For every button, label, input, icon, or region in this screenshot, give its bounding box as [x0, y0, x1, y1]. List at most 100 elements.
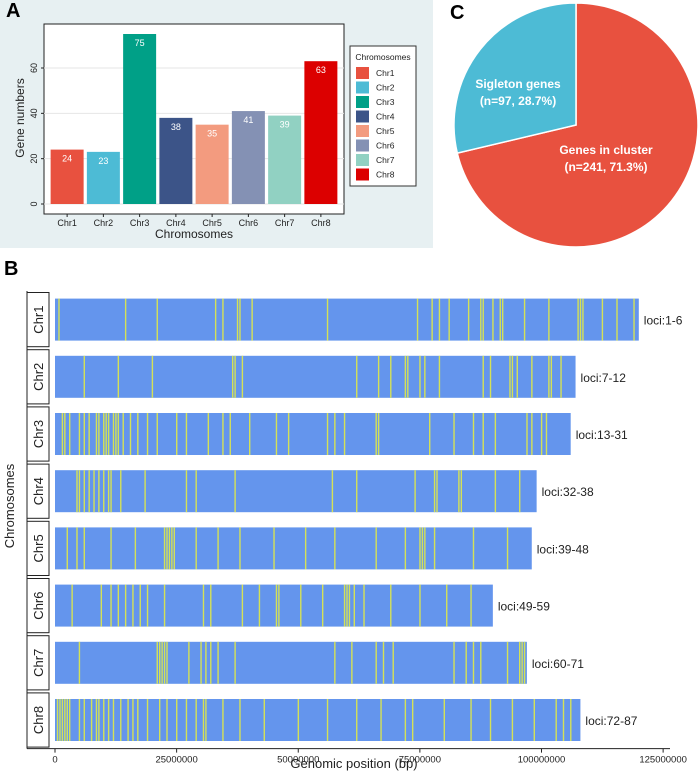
gene-mark [105, 413, 107, 455]
gene-mark [273, 527, 275, 570]
gene-mark [151, 355, 154, 398]
gene-mark [550, 355, 553, 398]
gene-mark [545, 413, 548, 455]
gene-mark [433, 527, 436, 570]
gene-mark [404, 355, 407, 398]
pie-labels: Genes in cluster (n=241, 71.3%) Sigleton g… [475, 77, 653, 174]
chromosome-bar-chr3 [55, 413, 571, 455]
gene-mark [472, 413, 475, 455]
gene-mark [343, 413, 346, 455]
gene-mark [472, 641, 475, 684]
gene-mark [458, 470, 460, 513]
gene-mark [163, 527, 166, 570]
bar-legend-label: Chr7 [376, 155, 395, 165]
gene-mark [229, 413, 231, 455]
gene-mark [107, 699, 110, 741]
gene-mark [470, 584, 472, 627]
gene-mark [275, 413, 278, 455]
gene-mark [494, 413, 497, 455]
gene-mark [146, 584, 149, 627]
gene-mark [78, 641, 81, 684]
bar-legend-label: Chr1 [376, 68, 395, 78]
gene-mark [205, 699, 207, 741]
gene-mark [448, 298, 450, 341]
gene-mark [304, 527, 307, 570]
gene-mark [548, 355, 550, 398]
chromosome-loci-label: loci:60-71 [532, 657, 584, 671]
gene-mark [68, 413, 71, 455]
gene-mark [404, 699, 407, 741]
chromosome-strip [26, 520, 50, 576]
chromosome-strip-label: Chr5 [31, 534, 46, 562]
gene-mark [251, 298, 253, 341]
bar-y-tick-label: 20 [29, 154, 39, 164]
gene-mark [195, 527, 197, 570]
gene-mark [156, 298, 158, 341]
gene-mark [110, 527, 112, 570]
gene-mark [501, 298, 504, 341]
gene-mark [56, 699, 59, 741]
gene-mark [453, 413, 455, 455]
gene-mark [168, 527, 171, 570]
gene-mark [519, 470, 521, 513]
gene-mark [176, 699, 178, 741]
bar-x-tick-label: Chr1 [57, 218, 77, 228]
bar-y-tick-label: 60 [29, 63, 39, 73]
gene-mark [188, 641, 190, 684]
chromosome-bar-chr8 [55, 699, 581, 741]
bar-value-label: 63 [316, 65, 326, 75]
gene-mark [275, 584, 278, 627]
gene-mark [390, 584, 392, 627]
gene-mark [103, 413, 105, 455]
gene-mark [331, 470, 334, 513]
gene-mark [103, 470, 105, 513]
gene-mark [217, 527, 219, 570]
bar-x-tick-label: Chr8 [311, 218, 331, 228]
gene-mark [90, 699, 93, 741]
chromosome-loci-label: loci:49-59 [498, 600, 550, 614]
genomic-x-tick-label: 75000000 [399, 755, 441, 766]
chromosome-strip-label: Chr6 [31, 592, 46, 620]
gene-mark [83, 699, 85, 741]
gene-mark [137, 699, 139, 741]
gene-mark [472, 527, 475, 570]
gene-mark [185, 470, 188, 513]
gene-mark [166, 641, 168, 684]
gene-mark [61, 699, 64, 741]
bar-x-tick-label: Chr7 [275, 218, 295, 228]
gene-mark [124, 584, 127, 627]
chromosome-loci-label: loci:1-6 [644, 314, 683, 328]
gene-mark [58, 298, 60, 341]
gene-mark [158, 699, 161, 741]
bar-value-label: 35 [207, 129, 217, 139]
gene-mark [431, 298, 433, 341]
gene-mark [144, 470, 146, 513]
gene-mark [132, 584, 134, 627]
gene-mark [480, 298, 482, 341]
bar-legend-swatch [356, 96, 369, 108]
gene-mark [185, 413, 188, 455]
chromosome-map-x-label: Genomic position (bp) [290, 756, 417, 771]
gene-mark [195, 699, 197, 741]
gene-mark [297, 699, 300, 741]
gene-mark [64, 699, 66, 741]
gene-mark [205, 641, 207, 684]
gene-mark [489, 355, 492, 398]
gene-mark [210, 584, 212, 627]
chromosome-strip [26, 692, 50, 748]
gene-mark [421, 527, 424, 570]
gene-mark [78, 470, 81, 513]
chromosome-strip [26, 463, 50, 519]
gene-mark [249, 413, 251, 455]
gene-mark [390, 355, 392, 398]
bar-x-axis-label: Chromosomes [155, 227, 233, 241]
gene-mark [234, 355, 236, 398]
gene-mark [531, 413, 533, 455]
bar-x-tick-label: Chr2 [94, 218, 114, 228]
panel-label-a: A [6, 0, 21, 22]
bar-chr4 [159, 117, 193, 204]
gene-mark [521, 641, 523, 684]
bar-chr7 [268, 115, 302, 204]
gene-mark [570, 699, 572, 741]
gene-mark [506, 527, 509, 570]
